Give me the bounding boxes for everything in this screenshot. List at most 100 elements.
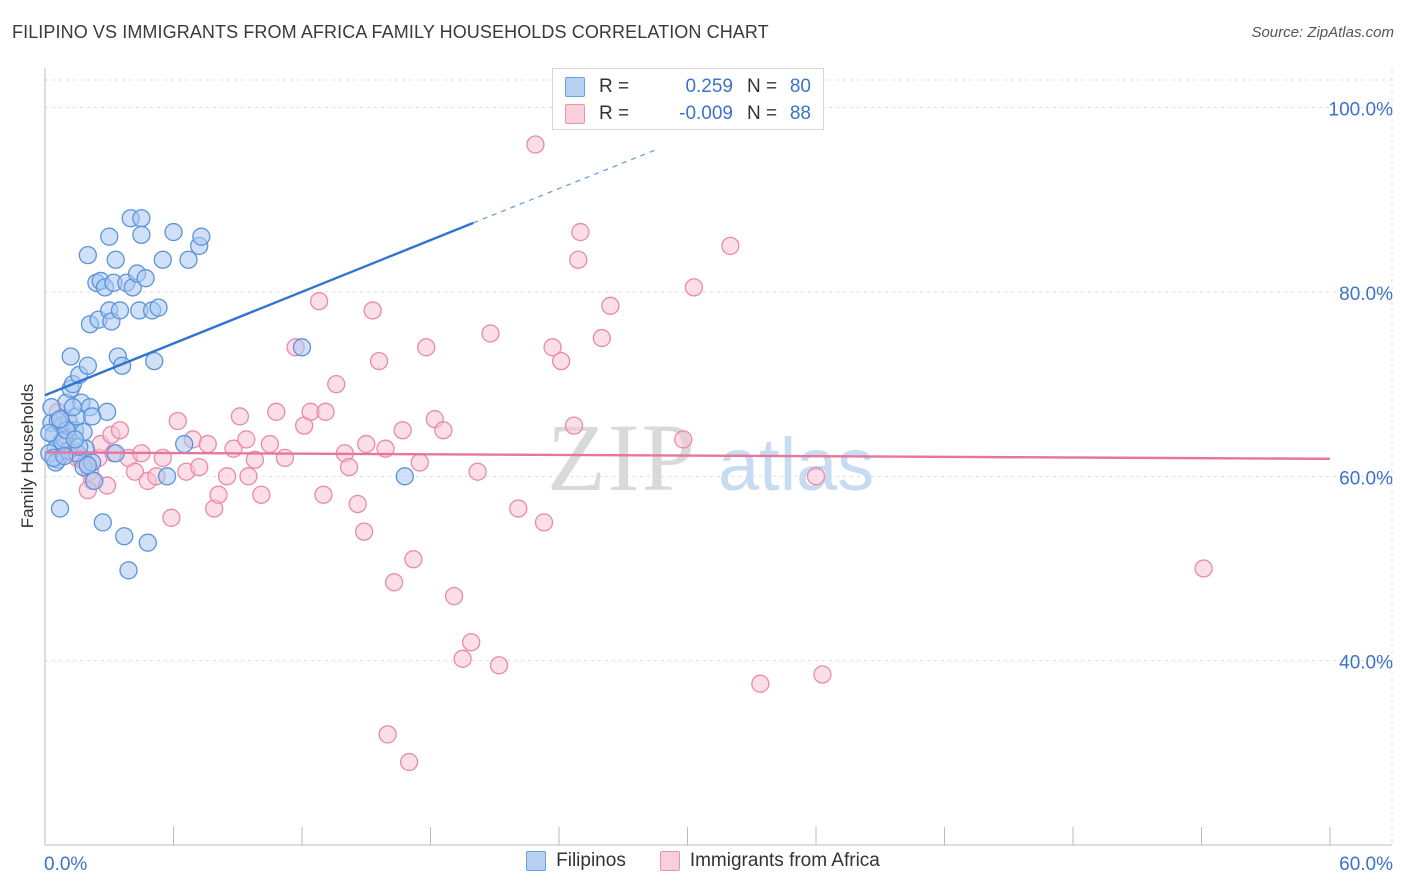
data-point-filipino: [179, 250, 198, 269]
data-point-filipino: [164, 222, 183, 242]
data-point-immigrants-from-africa: [190, 457, 209, 477]
data-point-immigrants-from-africa: [674, 430, 693, 449]
data-point-immigrants-from-africa: [534, 513, 554, 532]
legend-swatch-pink: [659, 851, 680, 871]
n-label: N =: [747, 76, 778, 97]
data-point-immigrants-from-africa: [489, 656, 509, 675]
data-point-filipino: [78, 456, 97, 475]
y-tick-label: 80.0%: [1339, 284, 1393, 305]
correlation-legend: R = 0.259 N = 80 R = -0.009 N = 88: [552, 68, 824, 130]
data-point-immigrants-from-africa: [399, 752, 419, 772]
data-point-immigrants-from-africa: [417, 338, 436, 357]
data-point-immigrants-from-africa: [1194, 559, 1213, 578]
data-point-immigrants-from-africa: [434, 421, 453, 440]
data-point-immigrants-from-africa: [217, 467, 237, 486]
legend-item-immigrants-from-africa[interactable]: Immigrants from Africa: [659, 850, 880, 872]
data-point-immigrants-from-africa: [125, 462, 145, 481]
data-point-immigrants-from-africa: [481, 324, 500, 343]
data-point-filipino: [157, 467, 177, 486]
n-value: 88: [789, 103, 811, 124]
data-point-immigrants-from-africa: [357, 434, 376, 454]
r-value: -0.009: [679, 103, 733, 124]
data-point-immigrants-from-africa: [444, 586, 464, 606]
legend-label: Immigrants from Africa: [689, 850, 880, 871]
legend-label: Filipinos: [556, 850, 626, 871]
data-point-immigrants-from-africa: [410, 453, 429, 472]
trend-line-filipinos: [44, 221, 474, 397]
n-label: N =: [747, 103, 778, 124]
data-point-immigrants-from-africa: [721, 236, 740, 256]
watermark: ZIP atlas: [547, 404, 874, 511]
watermark-atlas: atlas: [718, 423, 874, 506]
data-point-immigrants-from-africa: [198, 434, 217, 454]
data-point-filipino: [50, 410, 70, 429]
data-point-filipino: [149, 298, 168, 317]
data-point-immigrants-from-africa: [245, 450, 265, 469]
data-point-immigrants-from-africa: [209, 485, 228, 504]
data-point-filipino: [78, 245, 97, 265]
data-point-immigrants-from-africa: [309, 292, 329, 311]
legend-item-filipinos[interactable]: Filipinos: [526, 850, 626, 872]
data-point-filipino: [115, 527, 134, 546]
legend-swatch-blue: [565, 77, 585, 97]
data-point-filipino: [110, 301, 130, 320]
data-point-immigrants-from-africa: [543, 338, 562, 357]
data-point-filipino: [132, 209, 151, 228]
data-point-immigrants-from-africa: [267, 402, 286, 421]
legend-swatch-pink: [565, 104, 585, 124]
data-point-filipino: [82, 407, 102, 426]
data-point-immigrants-from-africa: [339, 457, 359, 477]
data-point-filipino: [61, 347, 80, 366]
data-point-immigrants-from-africa: [354, 522, 374, 541]
data-point-immigrants-from-africa: [162, 508, 181, 527]
data-point-immigrants-from-africa: [252, 485, 271, 504]
data-point-filipino: [395, 467, 414, 486]
data-point-immigrants-from-africa: [509, 499, 528, 518]
data-point-filipino: [132, 225, 151, 244]
data-point-filipino: [63, 398, 82, 417]
data-point-immigrants-from-africa: [468, 462, 487, 481]
data-point-immigrants-from-africa: [110, 421, 130, 440]
r-label: R =: [599, 76, 630, 97]
data-point-filipino: [55, 446, 74, 466]
data-point-filipino: [138, 533, 157, 552]
data-point-immigrants-from-africa: [684, 278, 704, 297]
data-point-immigrants-from-africa: [316, 402, 335, 421]
data-point-filipino: [292, 338, 312, 357]
y-tick-label: 60.0%: [1339, 468, 1393, 489]
trend-line-immigrants: [44, 451, 1331, 461]
data-point-filipino: [145, 351, 164, 371]
trend-lines: [44, 148, 1331, 461]
data-point-immigrants-from-africa: [453, 649, 472, 668]
data-point-immigrants-from-africa: [569, 250, 588, 269]
data-point-filipino: [85, 471, 104, 491]
data-point-immigrants-from-africa: [571, 222, 590, 242]
data-point-immigrants-from-africa: [393, 421, 412, 440]
data-point-filipino: [78, 356, 97, 375]
data-point-immigrants-from-africa: [369, 351, 389, 371]
data-point-immigrants-from-africa: [751, 674, 770, 693]
data-point-immigrants-from-africa: [601, 296, 620, 315]
data-point-filipino: [93, 513, 112, 532]
data-point-immigrants-from-africa: [260, 434, 280, 454]
x-tick-label: 60.0%: [1339, 854, 1393, 875]
data-point-immigrants-from-africa: [384, 573, 404, 592]
data-point-filipino: [136, 269, 155, 288]
n-value: 80: [789, 76, 811, 97]
data-point-immigrants-from-africa: [168, 411, 187, 431]
data-point-immigrants-from-africa: [348, 494, 367, 514]
r-label: R =: [599, 103, 630, 124]
series-filipinos: [40, 209, 414, 580]
data-point-immigrants-from-africa: [239, 467, 258, 486]
data-point-filipino: [100, 227, 119, 246]
data-point-immigrants-from-africa: [551, 351, 571, 371]
data-point-filipino: [40, 423, 59, 443]
legend-row-immigrants: R = -0.009 N = 88: [565, 101, 815, 127]
data-point-filipino: [65, 430, 85, 449]
data-point-immigrants-from-africa: [813, 665, 832, 684]
y-tick-label: 100.0%: [1329, 100, 1394, 121]
data-point-immigrants-from-africa: [564, 416, 584, 435]
data-point-immigrants-from-africa: [314, 485, 333, 504]
data-point-filipino: [50, 499, 70, 518]
